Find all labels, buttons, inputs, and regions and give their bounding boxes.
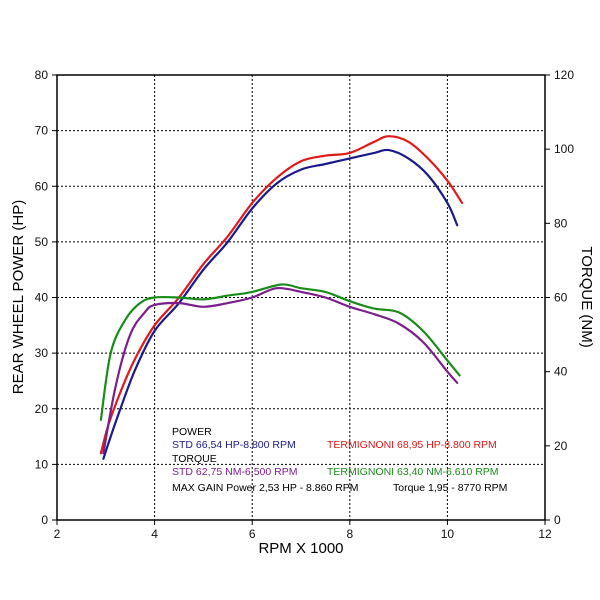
left-tick-label: 60 [35, 179, 49, 193]
legend-power-title: POWER [172, 426, 212, 438]
x-tick-label: 6 [249, 527, 256, 541]
right-tick-label: 20 [554, 439, 568, 453]
series-line-torque-std [102, 286, 459, 455]
series-line-power-termignoni [99, 135, 464, 455]
left-tick-label: 40 [35, 291, 49, 305]
left-tick-label: 30 [35, 346, 49, 360]
series-lines [99, 135, 464, 460]
right-tick-label: 80 [554, 216, 568, 230]
x-axis-ticks: 2 4 6 8 10 12 [54, 520, 552, 541]
legend-max-gain-power: MAX GAIN Power 2,53 HP - 8.860 RPM [172, 482, 359, 494]
series-line-power-std [102, 148, 459, 460]
legend-torque-termignoni: TERMIGNONI 63,40 NM-6.610 RPM [327, 466, 499, 478]
left-axis-ticks: 0 10 20 30 40 50 60 70 80 [35, 68, 57, 527]
right-tick-label: 40 [554, 365, 568, 379]
x-tick-label: 2 [54, 527, 61, 541]
right-tick-label: 0 [554, 513, 561, 527]
legend: POWER STD 66,54 HP-8.800 RPM TERMIGNONI … [172, 426, 507, 494]
left-tick-label: 0 [41, 513, 48, 527]
x-tick-label: 10 [441, 527, 455, 541]
left-axis-title: REAR WHEEL POWER (HP) [10, 200, 27, 394]
series-line-torque-termignoni [99, 283, 461, 421]
x-tick-label: 12 [538, 527, 552, 541]
right-tick-label: 120 [554, 68, 574, 82]
legend-power-std: STD 66,54 HP-8.800 RPM [172, 439, 296, 451]
right-axis-title: TORQUE (NM) [578, 246, 595, 347]
legend-max-gain-torque: Torque 1,95 - 8770 RPM [393, 482, 507, 494]
chart-grid [57, 75, 545, 520]
right-tick-label: 60 [554, 291, 568, 305]
legend-torque-std: STD 62,75 NM-6.500 RPM [172, 466, 297, 478]
left-tick-label: 80 [35, 68, 49, 82]
left-tick-label: 20 [35, 402, 49, 416]
legend-power-termignoni: TERMIGNONI 68,95 HP-8.800 RPM [327, 439, 497, 451]
x-tick-label: 8 [346, 527, 353, 541]
left-tick-label: 50 [35, 235, 49, 249]
left-tick-label: 70 [35, 124, 49, 138]
left-tick-label: 10 [35, 457, 49, 471]
right-axis-ticks: 0 20 40 60 80 100 120 [545, 68, 574, 527]
legend-torque-title: TORQUE [172, 453, 217, 465]
x-axis-title: RPM X 1000 [258, 540, 343, 557]
right-tick-label: 100 [554, 142, 574, 156]
x-tick-label: 4 [151, 527, 158, 541]
